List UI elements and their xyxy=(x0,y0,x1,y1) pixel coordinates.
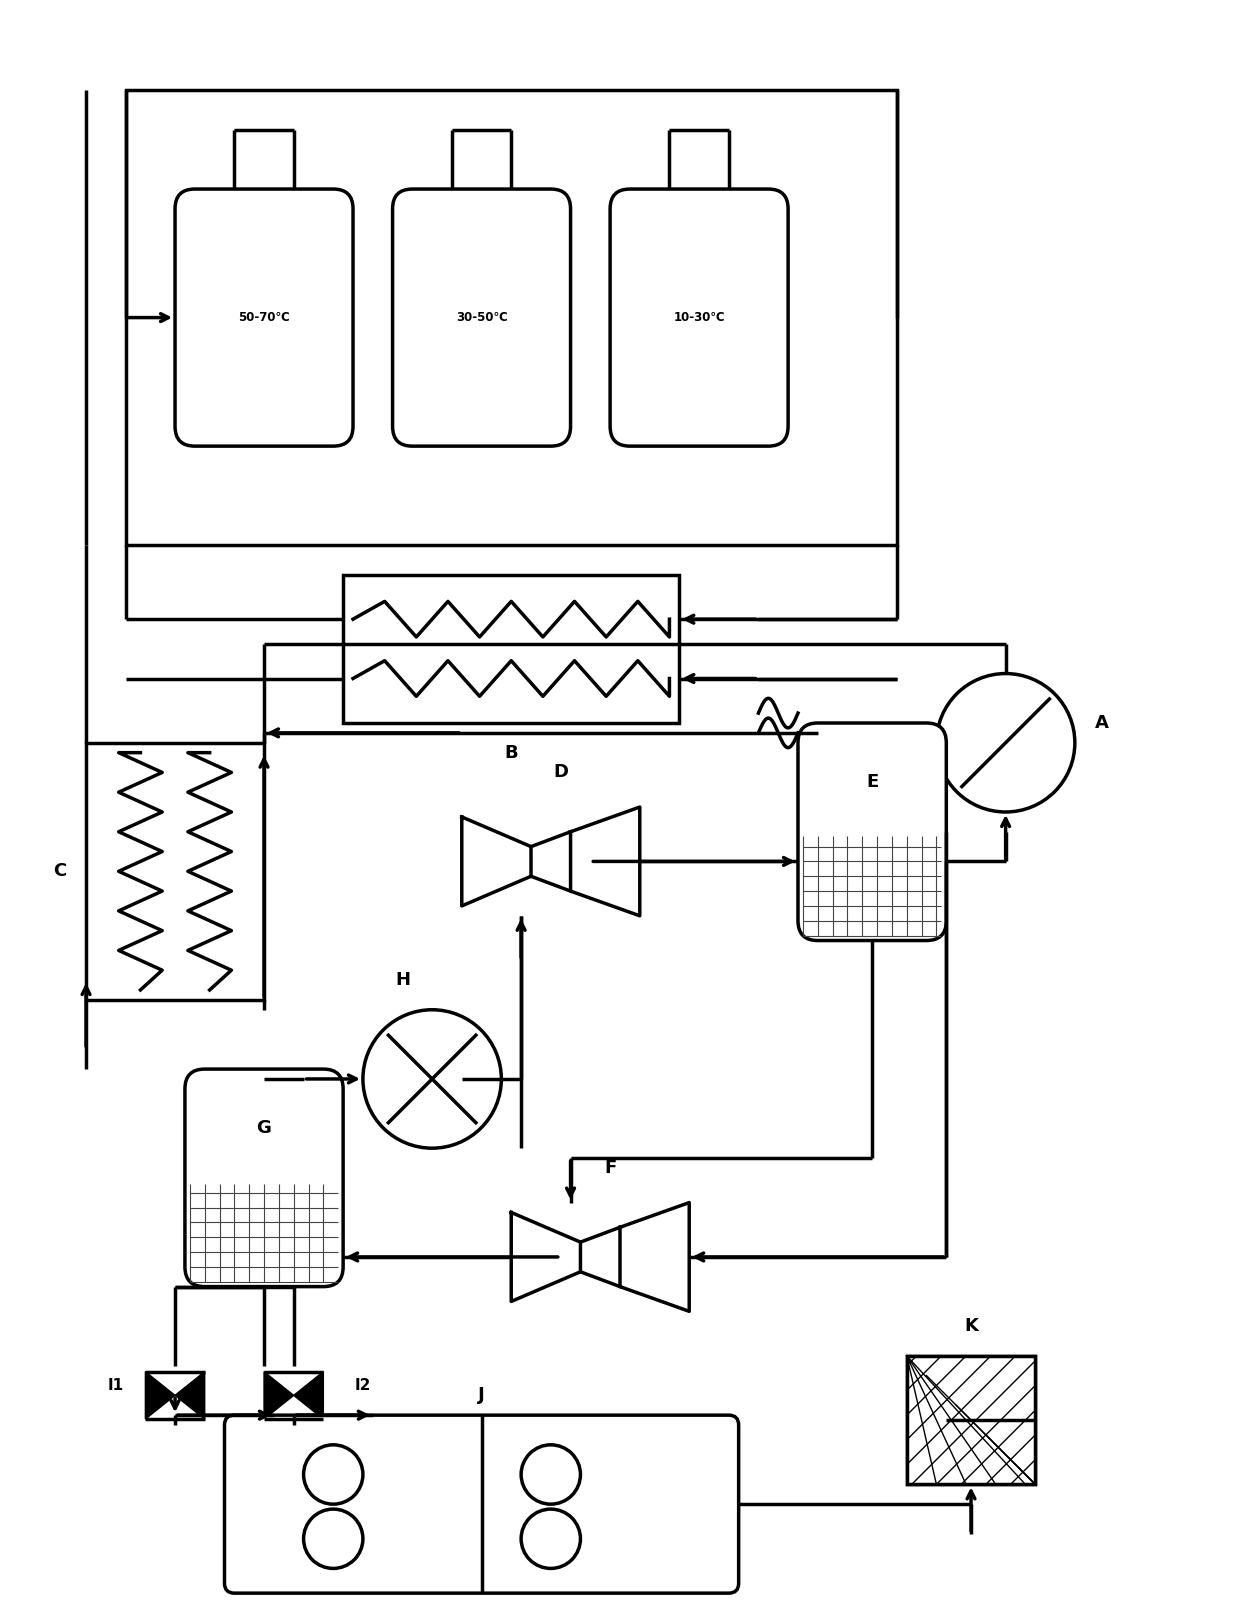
Text: E: E xyxy=(866,772,878,792)
Text: G: G xyxy=(257,1119,272,1137)
FancyBboxPatch shape xyxy=(175,190,353,446)
Polygon shape xyxy=(145,1372,175,1419)
Text: B: B xyxy=(505,743,518,762)
Text: I2: I2 xyxy=(355,1379,371,1393)
Text: J: J xyxy=(479,1387,485,1405)
Text: H: H xyxy=(396,972,410,989)
Text: 10-30℃: 10-30℃ xyxy=(673,311,725,324)
FancyBboxPatch shape xyxy=(224,1414,739,1593)
FancyBboxPatch shape xyxy=(610,190,789,446)
Bar xyxy=(86,743,264,999)
Text: C: C xyxy=(53,863,66,881)
Polygon shape xyxy=(294,1372,324,1419)
Bar xyxy=(906,1356,1035,1484)
FancyBboxPatch shape xyxy=(185,1069,343,1286)
Polygon shape xyxy=(264,1372,294,1419)
Bar xyxy=(125,91,897,545)
Text: F: F xyxy=(604,1160,616,1178)
Text: 50-70℃: 50-70℃ xyxy=(238,311,290,324)
Bar xyxy=(906,1356,1035,1484)
Text: 30-50℃: 30-50℃ xyxy=(455,311,507,324)
Polygon shape xyxy=(175,1372,205,1419)
FancyBboxPatch shape xyxy=(799,723,946,941)
Bar xyxy=(343,574,680,723)
Text: K: K xyxy=(963,1317,978,1335)
Text: A: A xyxy=(1095,714,1109,732)
Text: I1: I1 xyxy=(108,1379,124,1393)
FancyBboxPatch shape xyxy=(393,190,570,446)
Text: D: D xyxy=(553,764,568,782)
Bar xyxy=(906,1356,1035,1484)
